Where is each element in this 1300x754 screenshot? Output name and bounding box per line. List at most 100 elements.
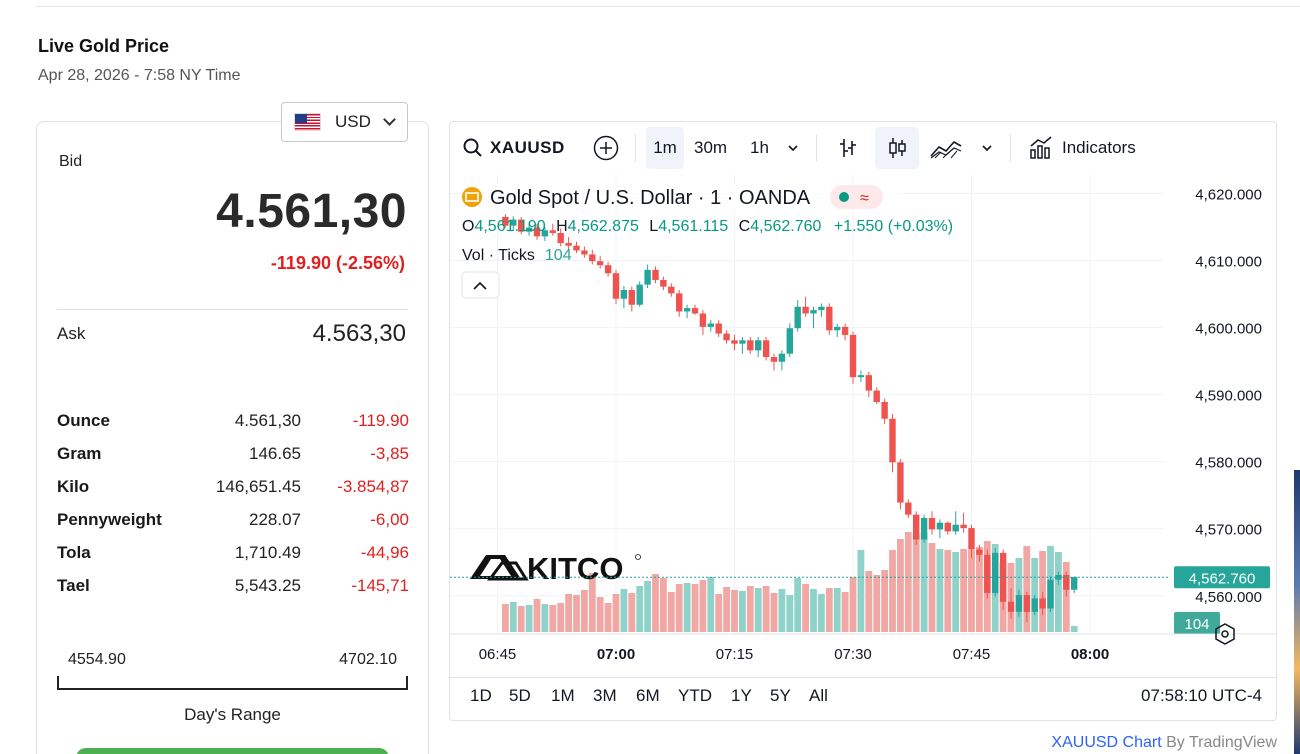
candle-body: [881, 401, 888, 419]
candle-body: [533, 227, 541, 237]
range-6m[interactable]: 6M: [636, 686, 660, 705]
volume-bar: [952, 552, 960, 632]
volume-bar: [636, 586, 644, 632]
price-tick-label: 4,570.000: [1195, 522, 1262, 539]
candle-body: [984, 554, 991, 594]
candle-body: [865, 375, 872, 391]
chevron-up-icon: [473, 281, 487, 290]
kitco-watermark: KITCO: [470, 551, 641, 586]
interval-1m[interactable]: 1m: [646, 127, 684, 169]
candle-body: [676, 293, 683, 312]
candle-body: [557, 233, 564, 244]
volume-bar: [707, 577, 715, 632]
us-flag-icon: [294, 113, 321, 131]
volume-bar: [865, 571, 873, 632]
volume-bar: [976, 547, 983, 632]
chart-style-dropdown[interactable]: [980, 127, 994, 169]
chevron-down-icon: [982, 145, 992, 152]
candle-body: [810, 310, 817, 314]
volume-bar: [509, 602, 517, 632]
candle-body: [794, 306, 801, 329]
range-all[interactable]: All: [809, 686, 828, 705]
time-tick-label: 07:30: [834, 646, 872, 663]
plus-circle-icon: [593, 135, 619, 161]
unit-name: Gram: [57, 443, 102, 463]
volume-bar: [541, 604, 549, 632]
time-axis: 06:45 07:00 07:15 07:30 07:45 08:00: [450, 633, 1276, 663]
candle-body: [652, 269, 659, 280]
bars-style-button[interactable]: [836, 127, 860, 169]
last-volume-label: 104: [1184, 616, 1209, 633]
volume-bar: [968, 550, 975, 632]
volume-bar: [889, 550, 896, 632]
range-ytd[interactable]: YTD: [678, 686, 712, 705]
range-3m[interactable]: 3M: [593, 686, 617, 705]
unit-name: Ounce: [57, 410, 110, 430]
volume-bar: [912, 534, 920, 632]
candle-body: [834, 326, 841, 331]
candle-body: [992, 552, 999, 594]
candle-body: [1031, 598, 1038, 612]
chart-settings-button[interactable]: [1215, 623, 1235, 645]
candle-body: [873, 390, 880, 402]
area-chart-icon: [930, 140, 962, 159]
candle-body: [905, 502, 912, 515]
volume-bar: [754, 588, 762, 632]
price-tick-label: 4,620.000: [1195, 186, 1262, 203]
price-chart[interactable]: KITCO 4,620.000 4,610.000 4,600.000 4,590.0…: [450, 174, 1276, 674]
interval-dropdown[interactable]: [786, 127, 800, 169]
unit-price: 4.561,30: [234, 410, 301, 430]
range-1y[interactable]: 1Y: [731, 686, 752, 705]
unit-name: Kilo: [57, 476, 90, 496]
volume-bar: [739, 591, 746, 632]
candle-body: [510, 219, 517, 226]
volume-bar: [581, 590, 588, 632]
price-panel: [36, 121, 429, 754]
table-row: Ounce 4.561,30 -119.90: [57, 404, 409, 437]
volume-bar: [644, 581, 651, 632]
candle-body: [770, 357, 778, 362]
volume-bar: [873, 575, 881, 632]
candle-body: [597, 261, 604, 266]
candle-body: [818, 306, 825, 311]
volume-bar: [786, 595, 794, 632]
volume-bar: [675, 584, 683, 632]
range-5d[interactable]: 5D: [509, 686, 531, 705]
unit-name: Tola: [57, 542, 91, 562]
interval-1h[interactable]: 1h: [750, 138, 769, 157]
candle-body: [960, 524, 967, 529]
compare-button[interactable]: [592, 127, 620, 169]
range-1m[interactable]: 1M: [551, 686, 575, 705]
interval-30m[interactable]: 30m: [694, 138, 728, 157]
range-5y[interactable]: 5Y: [770, 686, 791, 705]
candles-style-button[interactable]: [875, 127, 919, 169]
indicators-button[interactable]: Indicators: [1028, 127, 1136, 169]
candle-body: [660, 279, 667, 287]
xauusd-chart-link[interactable]: XAUUSD Chart: [1051, 734, 1162, 751]
action-button[interactable]: [76, 748, 389, 754]
volume-bar: [1062, 562, 1070, 632]
candle-body: [573, 245, 580, 251]
volume-bar: [565, 594, 572, 632]
symbol-label: XAUUSD: [490, 138, 565, 157]
symbol-search[interactable]: XAUUSD: [462, 127, 565, 169]
currency-dropdown[interactable]: USD: [281, 102, 408, 142]
chevron-down-icon: [788, 145, 798, 152]
volume-bar: [557, 603, 565, 632]
volume-bar: [1070, 626, 1078, 632]
candle-body: [920, 517, 928, 540]
unit-change: -3,85: [370, 443, 409, 463]
candle-body: [897, 462, 904, 503]
volume-bar: [762, 586, 770, 632]
price-axis: 4,620.000 4,610.000 4,600.000 4,590.000 4,58…: [450, 186, 1270, 634]
volume-bar: [746, 586, 754, 632]
area-style-button[interactable]: [929, 127, 963, 169]
volume-bar: [549, 605, 557, 632]
market-status-pill[interactable]: [830, 185, 883, 209]
day-range-bar: [57, 676, 408, 690]
volume-bar: [928, 543, 936, 632]
volume-bar: [818, 594, 825, 632]
collapse-legend-button[interactable]: [461, 271, 500, 299]
volume-bar: [731, 590, 738, 632]
range-1d[interactable]: 1D: [470, 686, 492, 705]
